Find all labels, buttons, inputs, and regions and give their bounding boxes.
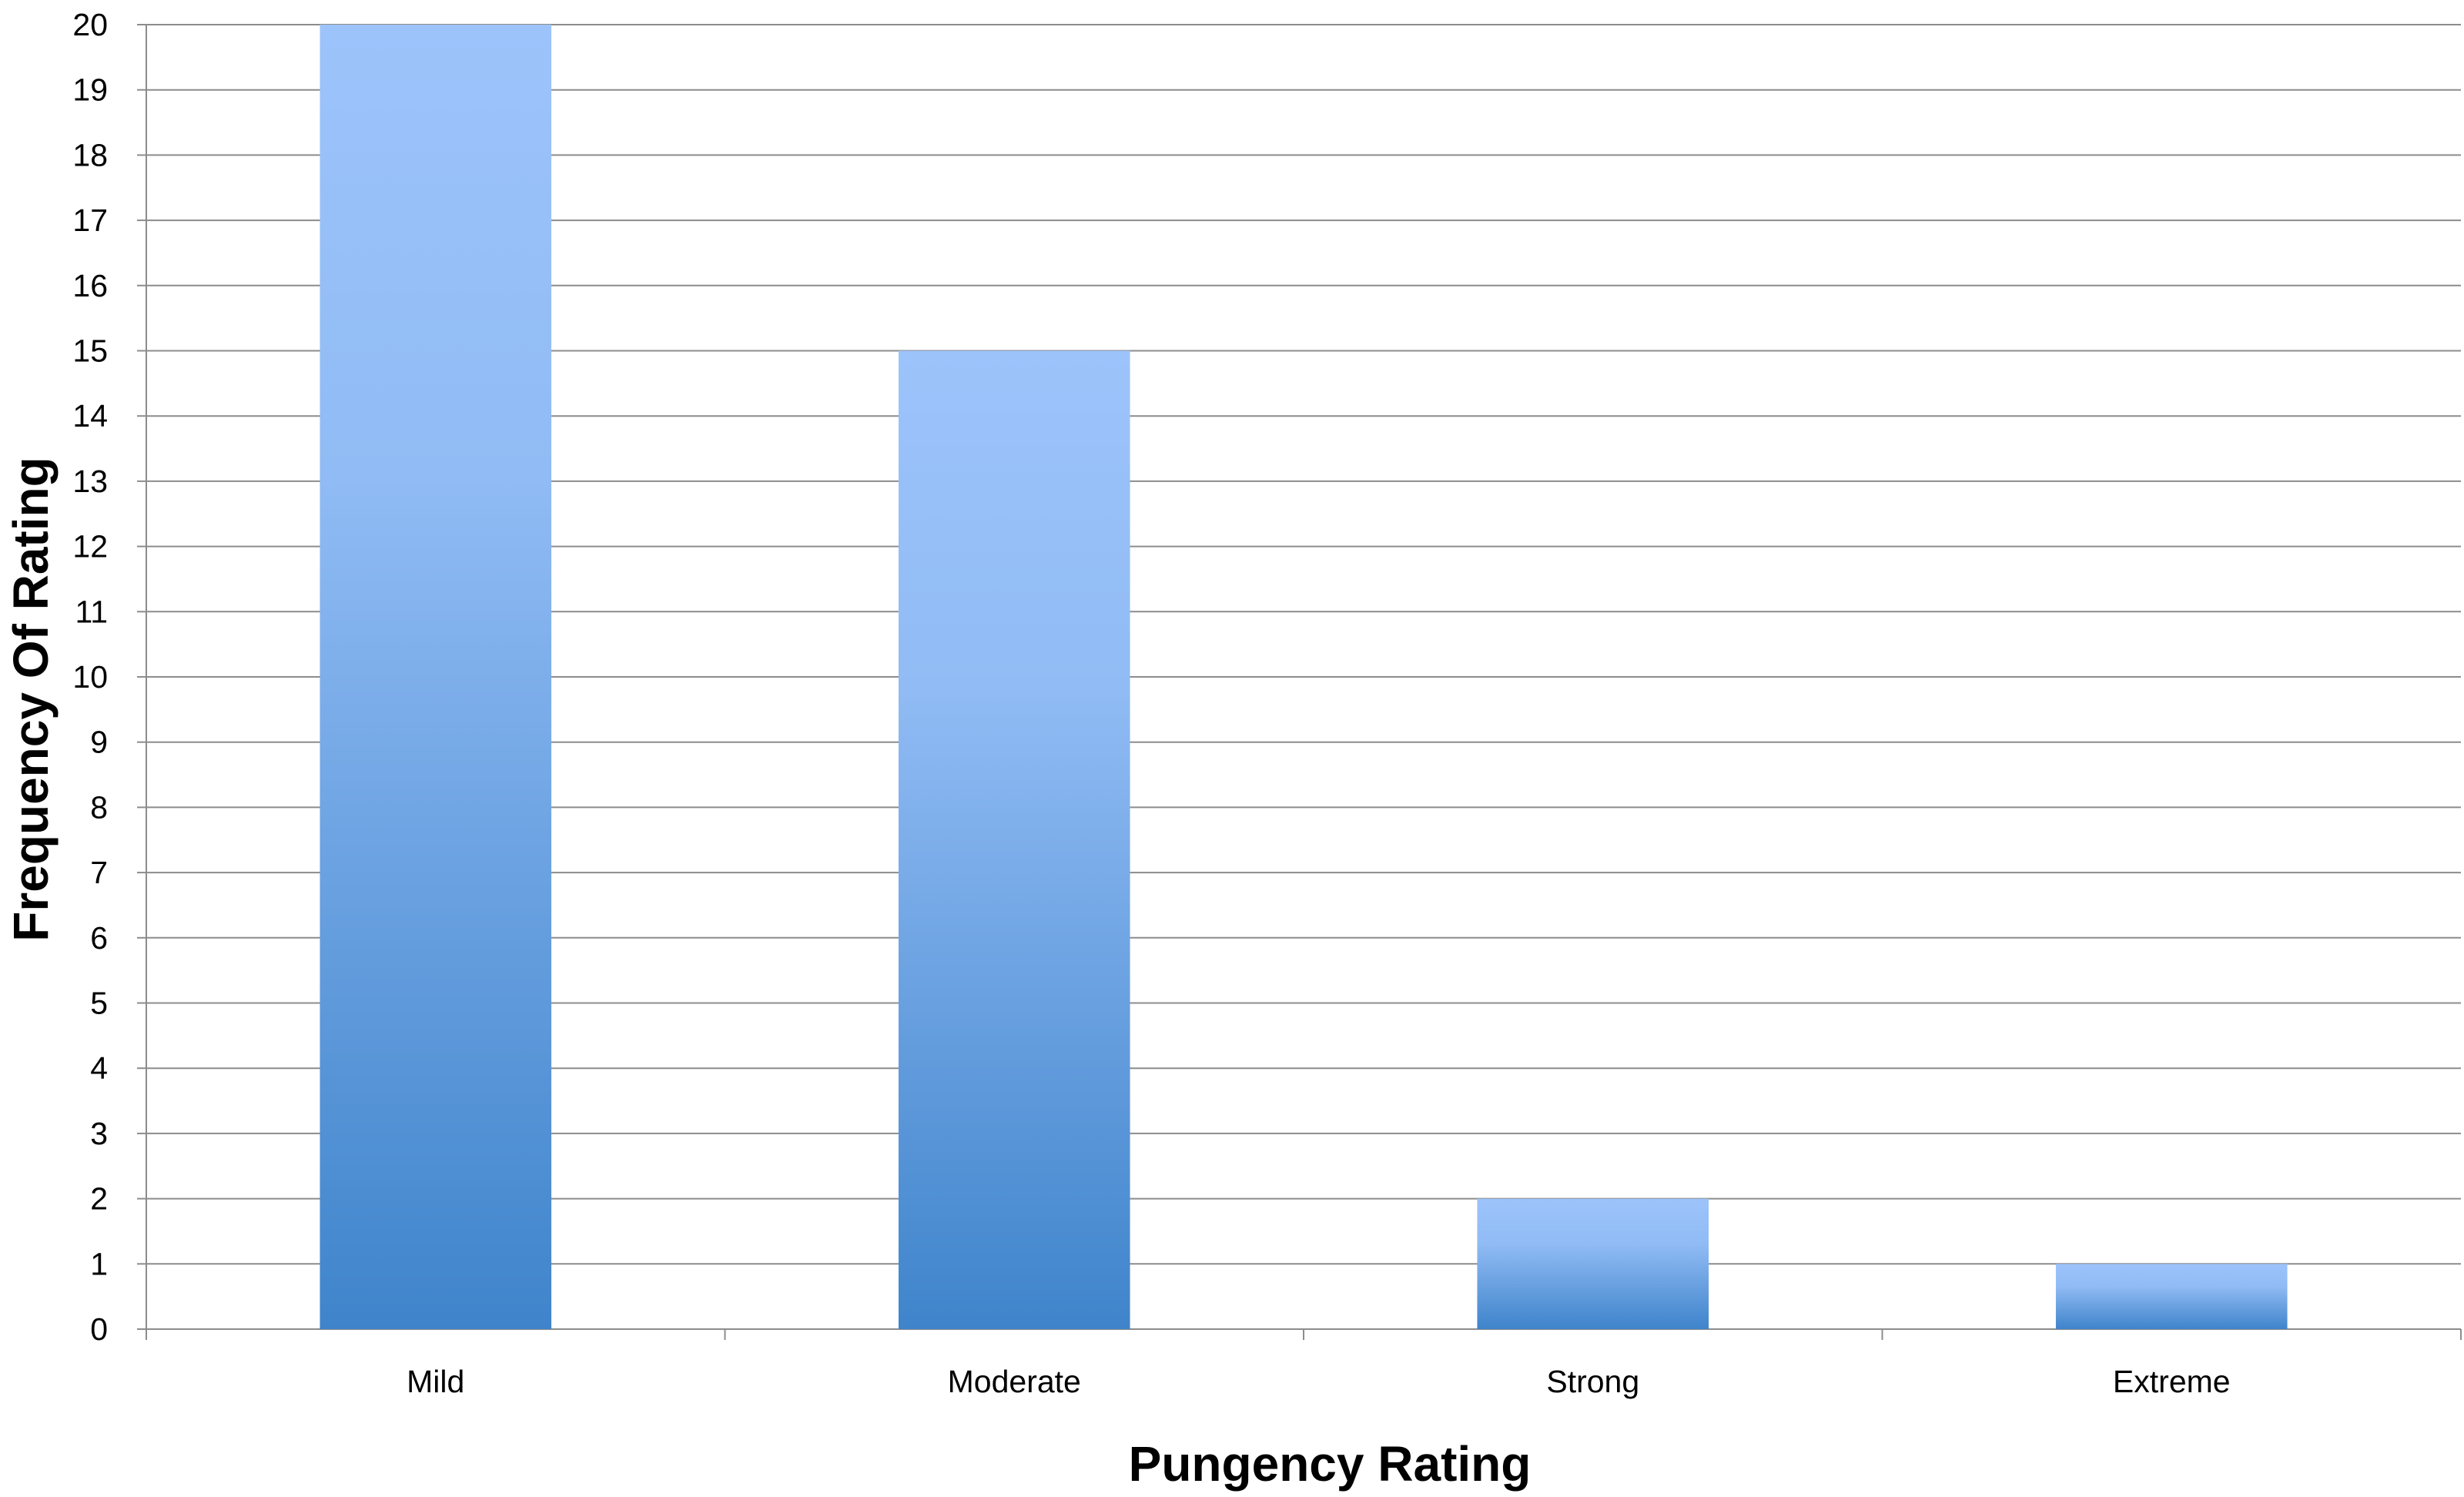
- y-tick-label-1: 1: [90, 1246, 108, 1281]
- x-tick-label-strong: Strong: [1546, 1364, 1639, 1399]
- y-tick-label-3: 3: [90, 1116, 108, 1151]
- y-tick-label-12: 12: [72, 529, 108, 564]
- x-tick-label-moderate: Moderate: [948, 1364, 1081, 1399]
- y-tick-label-16: 16: [72, 268, 108, 303]
- y-tick-label-15: 15: [72, 333, 108, 369]
- bar-extreme: [2055, 1264, 2288, 1329]
- x-tick-label-mild: Mild: [407, 1364, 464, 1399]
- y-tick-label-8: 8: [90, 789, 108, 825]
- x-axis-title: Pungency Rating: [1129, 1436, 1532, 1492]
- y-tick-label-17: 17: [72, 203, 108, 238]
- y-tick-label-11: 11: [75, 594, 108, 629]
- y-tick-label-4: 4: [90, 1050, 108, 1086]
- y-tick-label-7: 7: [90, 855, 108, 890]
- y-tick-label-19: 19: [72, 72, 108, 108]
- x-tick-labels: Mild Moderate Strong Extreme: [407, 1364, 2230, 1399]
- y-axis-title: Frequency Of Rating: [3, 457, 59, 941]
- y-tick-label-18: 18: [72, 137, 108, 172]
- y-tick-label-20: 20: [72, 7, 108, 42]
- y-tick-label-2: 2: [90, 1181, 108, 1217]
- bar-moderate: [898, 350, 1130, 1329]
- y-tick-label-10: 10: [72, 659, 108, 695]
- y-tick-label-9: 9: [90, 725, 108, 760]
- x-tick-label-extreme: Extreme: [2113, 1364, 2231, 1399]
- bar-mild: [320, 25, 552, 1329]
- y-tick-label-6: 6: [90, 920, 108, 956]
- bar-strong: [1477, 1198, 1709, 1329]
- y-tick-label-14: 14: [72, 398, 108, 434]
- y-tick-label-5: 5: [90, 986, 108, 1021]
- y-tick-label-0: 0: [90, 1311, 108, 1347]
- bars: [320, 25, 2288, 1329]
- y-tick-label-13: 13: [72, 464, 108, 499]
